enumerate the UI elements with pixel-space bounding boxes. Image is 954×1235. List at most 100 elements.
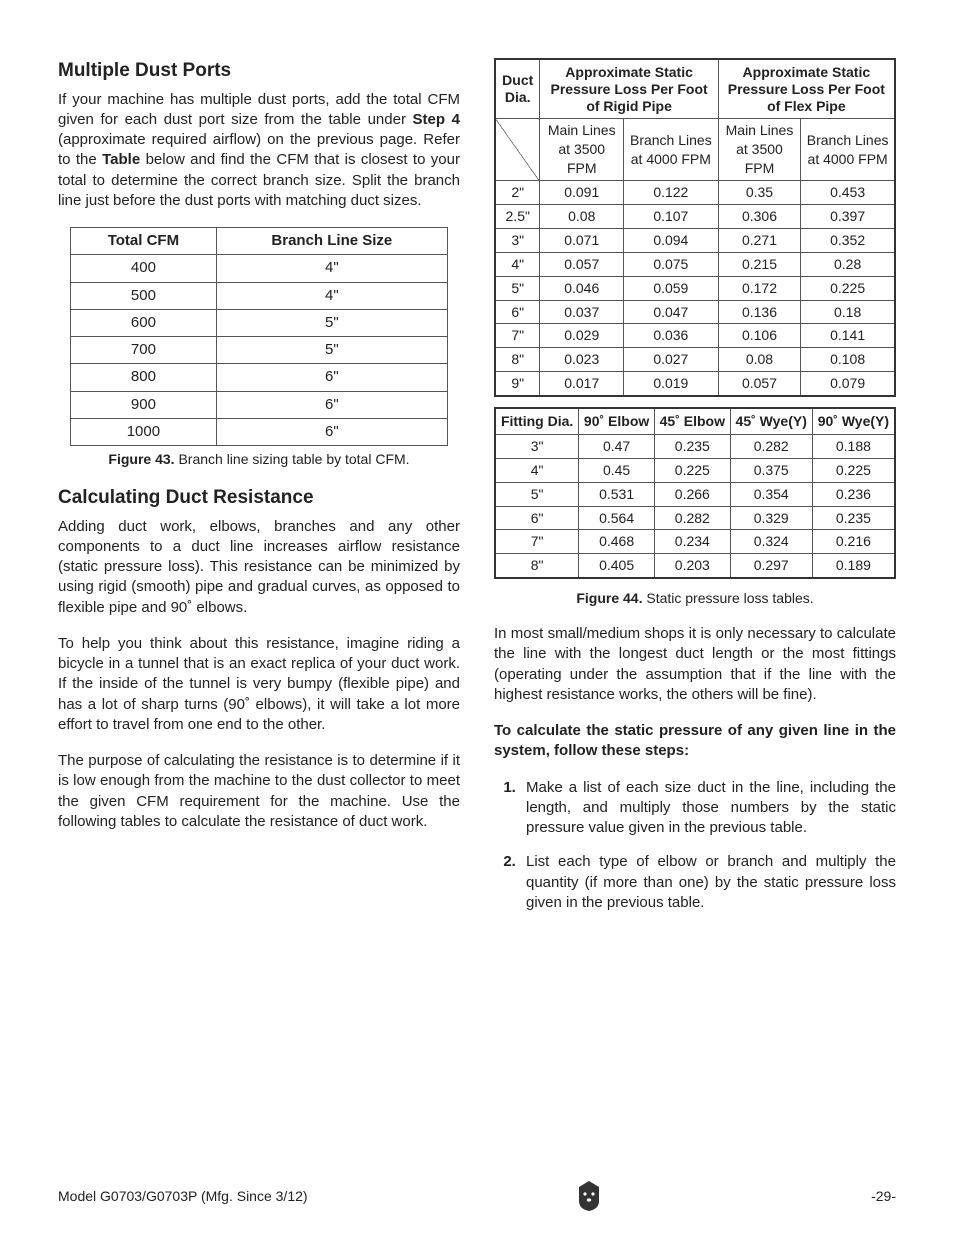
- col-header: 90˚ Elbow: [579, 408, 655, 434]
- table-cell: 0.352: [801, 228, 895, 252]
- left-column: Multiple Dust Ports If your machine has …: [58, 58, 460, 927]
- col-header: 90˚ Wye(Y): [812, 408, 895, 434]
- table-cell: 500: [71, 282, 217, 309]
- table-cell: 0.057: [718, 372, 801, 396]
- table-row: 9"0.0170.0190.0570.079: [495, 372, 895, 396]
- table-cell: 8": [495, 554, 579, 578]
- text: If your machine has multiple dust ports,…: [58, 91, 460, 128]
- table-header-row: Duct Dia. Approximate Static Pressure Lo…: [495, 59, 895, 119]
- table-row: 4004": [71, 255, 448, 282]
- page-footer: Model G0703/G0703P (Mfg. Since 3/12) -29…: [58, 1179, 896, 1213]
- table-row: 7"0.0290.0360.1060.141: [495, 324, 895, 348]
- table-cell: 0.188: [812, 434, 895, 458]
- table-cell: 0.453: [801, 181, 895, 205]
- text-bold-step4: Step 4: [413, 111, 460, 128]
- table-row: 5004": [71, 282, 448, 309]
- para-resistance-1: Adding duct work, elbows, branches and a…: [58, 517, 460, 618]
- table-cell: 0.282: [730, 434, 812, 458]
- caption-text: Branch line sizing table by total CFM.: [178, 451, 409, 467]
- col-header: Duct Dia.: [495, 59, 540, 119]
- table-cell: 3": [495, 228, 540, 252]
- table-row: 2.5"0.080.1070.3060.397: [495, 204, 895, 228]
- table-row: 7005": [71, 337, 448, 364]
- footer-page-number: -29-: [871, 1187, 896, 1206]
- table-row: 8"0.4050.2030.2970.189: [495, 554, 895, 578]
- table-cell: 400: [71, 255, 217, 282]
- col-header: 45˚ Elbow: [654, 408, 730, 434]
- table-cell: 0.234: [654, 530, 730, 554]
- table-cell: 0.225: [654, 458, 730, 482]
- caption-label: Figure 44.: [576, 590, 642, 606]
- table-cell: 0.027: [623, 348, 718, 372]
- table-cell: 0.354: [730, 482, 812, 506]
- caption-figure-43: Figure 43. Branch line sizing table by t…: [58, 450, 460, 469]
- table-cell: 2": [495, 181, 540, 205]
- table-cell: 8": [495, 348, 540, 372]
- col-header: Branch Line Size: [216, 228, 447, 255]
- table-cell: 0.203: [654, 554, 730, 578]
- para-small-shops: In most small/medium shops it is only ne…: [494, 624, 896, 705]
- col-header: Fitting Dia.: [495, 408, 579, 434]
- table-cell: 6": [216, 391, 447, 418]
- table-cell: 0.225: [812, 458, 895, 482]
- table-cell: 0.531: [579, 482, 655, 506]
- table-cell: 0.141: [801, 324, 895, 348]
- table-cell: 0.405: [579, 554, 655, 578]
- table-row: 8"0.0230.0270.080.108: [495, 348, 895, 372]
- table-cell: 0.375: [730, 458, 812, 482]
- table-cell: 0.172: [718, 276, 801, 300]
- empty-cell: [495, 119, 540, 181]
- table-cell: 600: [71, 309, 217, 336]
- table-cell: 0.324: [730, 530, 812, 554]
- table-cell: 0.047: [623, 300, 718, 324]
- table-cell: 0.266: [654, 482, 730, 506]
- table-cell: 900: [71, 391, 217, 418]
- table-row: 4"0.450.2250.3750.225: [495, 458, 895, 482]
- table-cell: 0.122: [623, 181, 718, 205]
- table-cell: 0.017: [540, 372, 624, 396]
- table-cell: 0.107: [623, 204, 718, 228]
- table-cell: 0.189: [812, 554, 895, 578]
- table-cell: 0.47: [579, 434, 655, 458]
- table-row: 7"0.4680.2340.3240.216: [495, 530, 895, 554]
- table-cell: 0.45: [579, 458, 655, 482]
- table-cell: 0.059: [623, 276, 718, 300]
- table-cell: 0.106: [718, 324, 801, 348]
- table-cell: 0.108: [801, 348, 895, 372]
- subcol-header: Branch Lines at 4000 FPM: [623, 119, 718, 181]
- bear-logo-icon: [574, 1179, 604, 1213]
- table-cell: 0.136: [718, 300, 801, 324]
- table-cell: 0.271: [718, 228, 801, 252]
- table-cell: 0.35: [718, 181, 801, 205]
- table-cell: 0.019: [623, 372, 718, 396]
- table-cell: 0.397: [801, 204, 895, 228]
- footer-model: Model G0703/G0703P (Mfg. Since 3/12): [58, 1187, 308, 1206]
- table-branch-line-sizing: Total CFM Branch Line Size 4004"5004"600…: [70, 227, 448, 446]
- table-cell: 4": [495, 458, 579, 482]
- text-bold-table: Table: [102, 151, 140, 168]
- table-cell: 6": [495, 506, 579, 530]
- table-cell: 9": [495, 372, 540, 396]
- table-row: 2"0.0910.1220.350.453: [495, 181, 895, 205]
- page: Multiple Dust Ports If your machine has …: [0, 0, 954, 1235]
- table-static-pressure-fitting: Fitting Dia. 90˚ Elbow 45˚ Elbow 45˚ Wye…: [494, 407, 896, 579]
- table-cell: 0.18: [801, 300, 895, 324]
- table-cell: 1000: [71, 418, 217, 445]
- table-cell: 0.037: [540, 300, 624, 324]
- table-cell: 5": [216, 337, 447, 364]
- col-header: Approximate Static Pressure Loss Per Foo…: [718, 59, 895, 119]
- table-cell: 0.564: [579, 506, 655, 530]
- table-row: 9006": [71, 391, 448, 418]
- table-row: 6"0.5640.2820.3290.235: [495, 506, 895, 530]
- heading-calculating-duct-resistance: Calculating Duct Resistance: [58, 485, 460, 511]
- table-row: 3"0.470.2350.2820.188: [495, 434, 895, 458]
- caption-label: Figure 43.: [108, 451, 174, 467]
- table-cell: 0.28: [801, 252, 895, 276]
- table-cell: 0.235: [812, 506, 895, 530]
- table-cell: 0.075: [623, 252, 718, 276]
- table-row: 6"0.0370.0470.1360.18: [495, 300, 895, 324]
- table-cell: 3": [495, 434, 579, 458]
- table-cell: 0.216: [812, 530, 895, 554]
- table-cell: 6": [216, 364, 447, 391]
- table-cell: 0.236: [812, 482, 895, 506]
